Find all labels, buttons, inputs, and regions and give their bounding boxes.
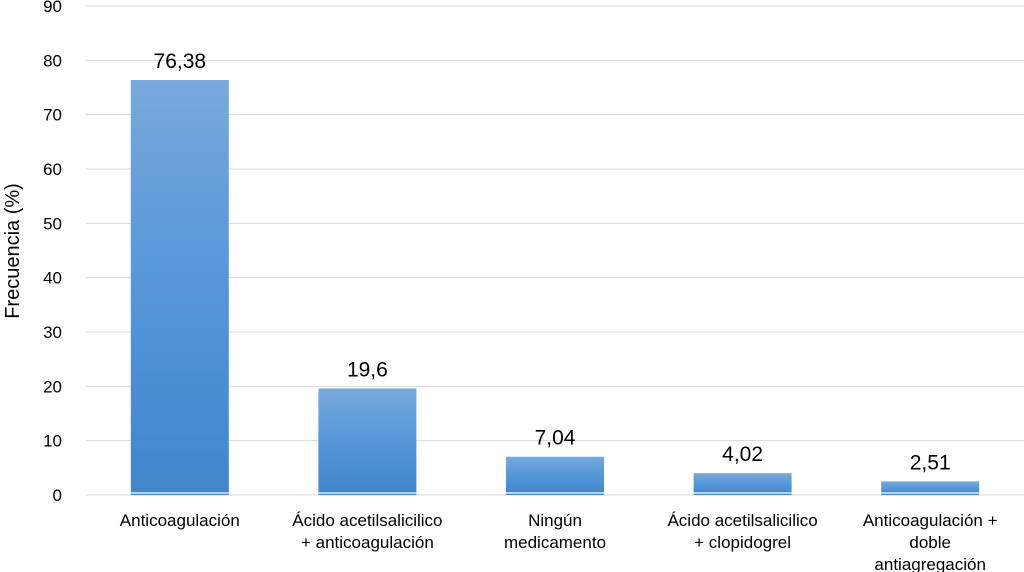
y-tick-label: 50	[43, 214, 62, 233]
bar	[318, 388, 417, 495]
data-label: 19,6	[347, 359, 388, 382]
data-labels: 76,38 19,6 7,04 4,02 2,51	[154, 50, 951, 474]
y-tick-label: 30	[43, 323, 62, 342]
data-label: 7,04	[535, 427, 576, 450]
gridlines	[86, 5, 1024, 496]
y-tick-label: 80	[43, 51, 62, 70]
bar	[130, 80, 229, 495]
bars	[130, 80, 980, 495]
y-tick-label: 90	[43, 0, 62, 16]
category-label: Ácido acetilsalicilico + clopidogrel	[667, 511, 817, 552]
y-tick-label: 10	[43, 432, 62, 451]
data-label: 76,38	[154, 50, 207, 73]
x-axis-categories: Anticoagulación Ácido acetilsalicilico + a…	[120, 511, 998, 572]
y-tick-label: 70	[43, 106, 62, 125]
data-label: 2,51	[910, 451, 951, 474]
category-label: Ácido acetilsalicilico + anticoagulación	[292, 511, 442, 552]
y-tick-label: 0	[53, 486, 62, 505]
category-label: Ningún medicamento	[504, 511, 606, 552]
y-tick-label: 60	[43, 160, 62, 179]
bar	[881, 481, 980, 495]
data-label: 4,02	[722, 443, 763, 466]
y-axis-label: Frecuencia (%)	[2, 183, 24, 319]
y-axis-ticks: 0 10 20 30 40 50 60 70 80 90	[43, 0, 62, 505]
bar	[693, 473, 792, 495]
category-label: Anticoagulación	[120, 511, 240, 530]
y-tick-label: 40	[43, 269, 62, 288]
y-tick-label: 20	[43, 377, 62, 396]
bar	[506, 456, 604, 495]
category-label: Anticoagulación + doble antiagregación	[863, 511, 998, 572]
